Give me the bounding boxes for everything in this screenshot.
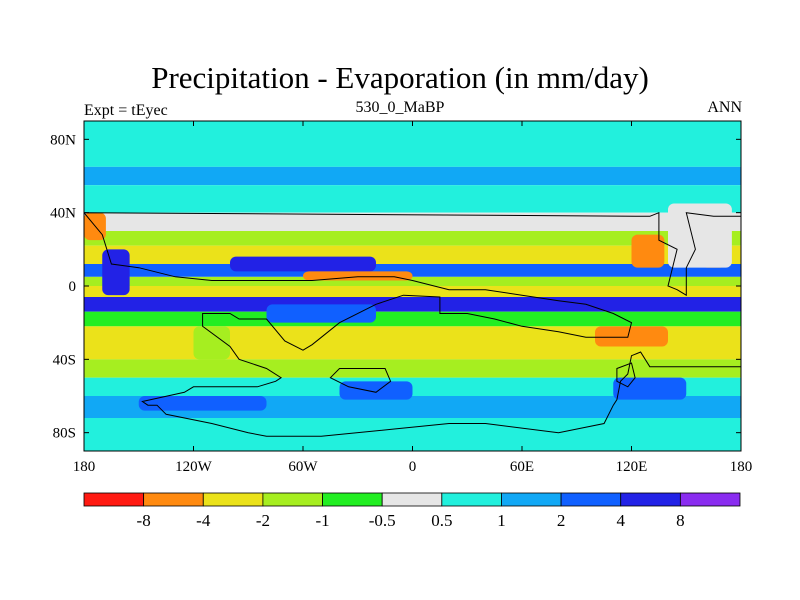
colorbar-box <box>560 492 622 507</box>
continent-outlines <box>84 211 741 437</box>
contour-band <box>84 418 741 451</box>
contour-band <box>84 311 741 327</box>
x-tick-label: 120E <box>616 459 648 475</box>
x-tick-label: 180 <box>73 459 96 475</box>
contour-patch <box>193 326 230 360</box>
chart-subtitle: 530_0_MaBP <box>355 99 445 116</box>
axis-ticks: 180 120W 60W 0 60E 120E 180 80N 40N 0 40S 80S <box>50 121 752 475</box>
contour-band <box>84 377 741 396</box>
contour-band <box>84 297 741 312</box>
colorbar: -8 -4 -2 -1 -0.5 0.5 1 2 4 8 <box>83 492 741 530</box>
contour-patch <box>138 396 267 411</box>
colorbar-label: 4 <box>616 511 625 530</box>
contour-band <box>84 276 741 286</box>
colorbar-label: 1 <box>497 511 506 530</box>
colorbar-box <box>620 492 681 507</box>
contour-band <box>84 121 741 167</box>
contour-band <box>84 212 741 231</box>
y-tick-label: 80N <box>50 132 76 148</box>
colorbar-box <box>322 492 383 507</box>
colorbar-box <box>381 492 443 507</box>
contour-field <box>84 121 741 451</box>
colorbar-box <box>262 492 323 507</box>
contour-patch <box>595 326 668 347</box>
colorbar-box <box>501 492 562 507</box>
contour-patch <box>631 234 665 268</box>
colorbar-box <box>143 492 204 507</box>
x-tick-label: 180 <box>730 459 753 475</box>
colorbar-label: -1 <box>315 511 329 530</box>
contour-patch <box>303 271 413 281</box>
contour-band <box>84 286 741 297</box>
contour-patch <box>102 249 130 296</box>
colorbar-box <box>679 492 741 507</box>
y-tick-label: 40N <box>50 206 76 222</box>
x-tick-label: 60W <box>288 459 318 475</box>
y-tick-label: 0 <box>69 279 77 295</box>
contour-patch <box>339 381 413 400</box>
x-tick-label: 0 <box>409 459 417 475</box>
colorbar-label: 8 <box>676 511 685 530</box>
season-label: ANN <box>707 99 742 116</box>
colorbar-label: 0.5 <box>431 511 452 530</box>
colorbar-label: -8 <box>137 511 151 530</box>
contour-patch <box>613 377 687 400</box>
colorbar-label: -2 <box>256 511 270 530</box>
contour-band <box>84 359 741 378</box>
colorbar-label: -4 <box>196 511 211 530</box>
y-tick-label: 40S <box>53 352 76 368</box>
colorbar-label: 2 <box>557 511 566 530</box>
contour-patch <box>668 203 732 268</box>
contour-band <box>84 166 741 186</box>
x-tick-label: 120W <box>175 459 213 475</box>
experiment-label: Expt = tEyec <box>84 102 168 119</box>
x-tick-label: 60E <box>510 459 534 475</box>
continent-outline <box>616 362 636 388</box>
colorbar-box <box>202 492 264 507</box>
colorbar-label: -0.5 <box>369 511 396 530</box>
continent-outline <box>84 211 741 437</box>
contour-patch <box>230 256 376 272</box>
continent-outline <box>329 368 392 393</box>
contour-band <box>84 185 741 213</box>
contour-patch <box>266 304 376 323</box>
y-tick-label: 80S <box>53 426 76 442</box>
chart-title: Precipitation - Evaporation (in mm/day) <box>151 60 649 95</box>
contour-band <box>84 231 741 246</box>
colorbar-box <box>441 492 502 507</box>
colorbar-box <box>83 492 145 507</box>
